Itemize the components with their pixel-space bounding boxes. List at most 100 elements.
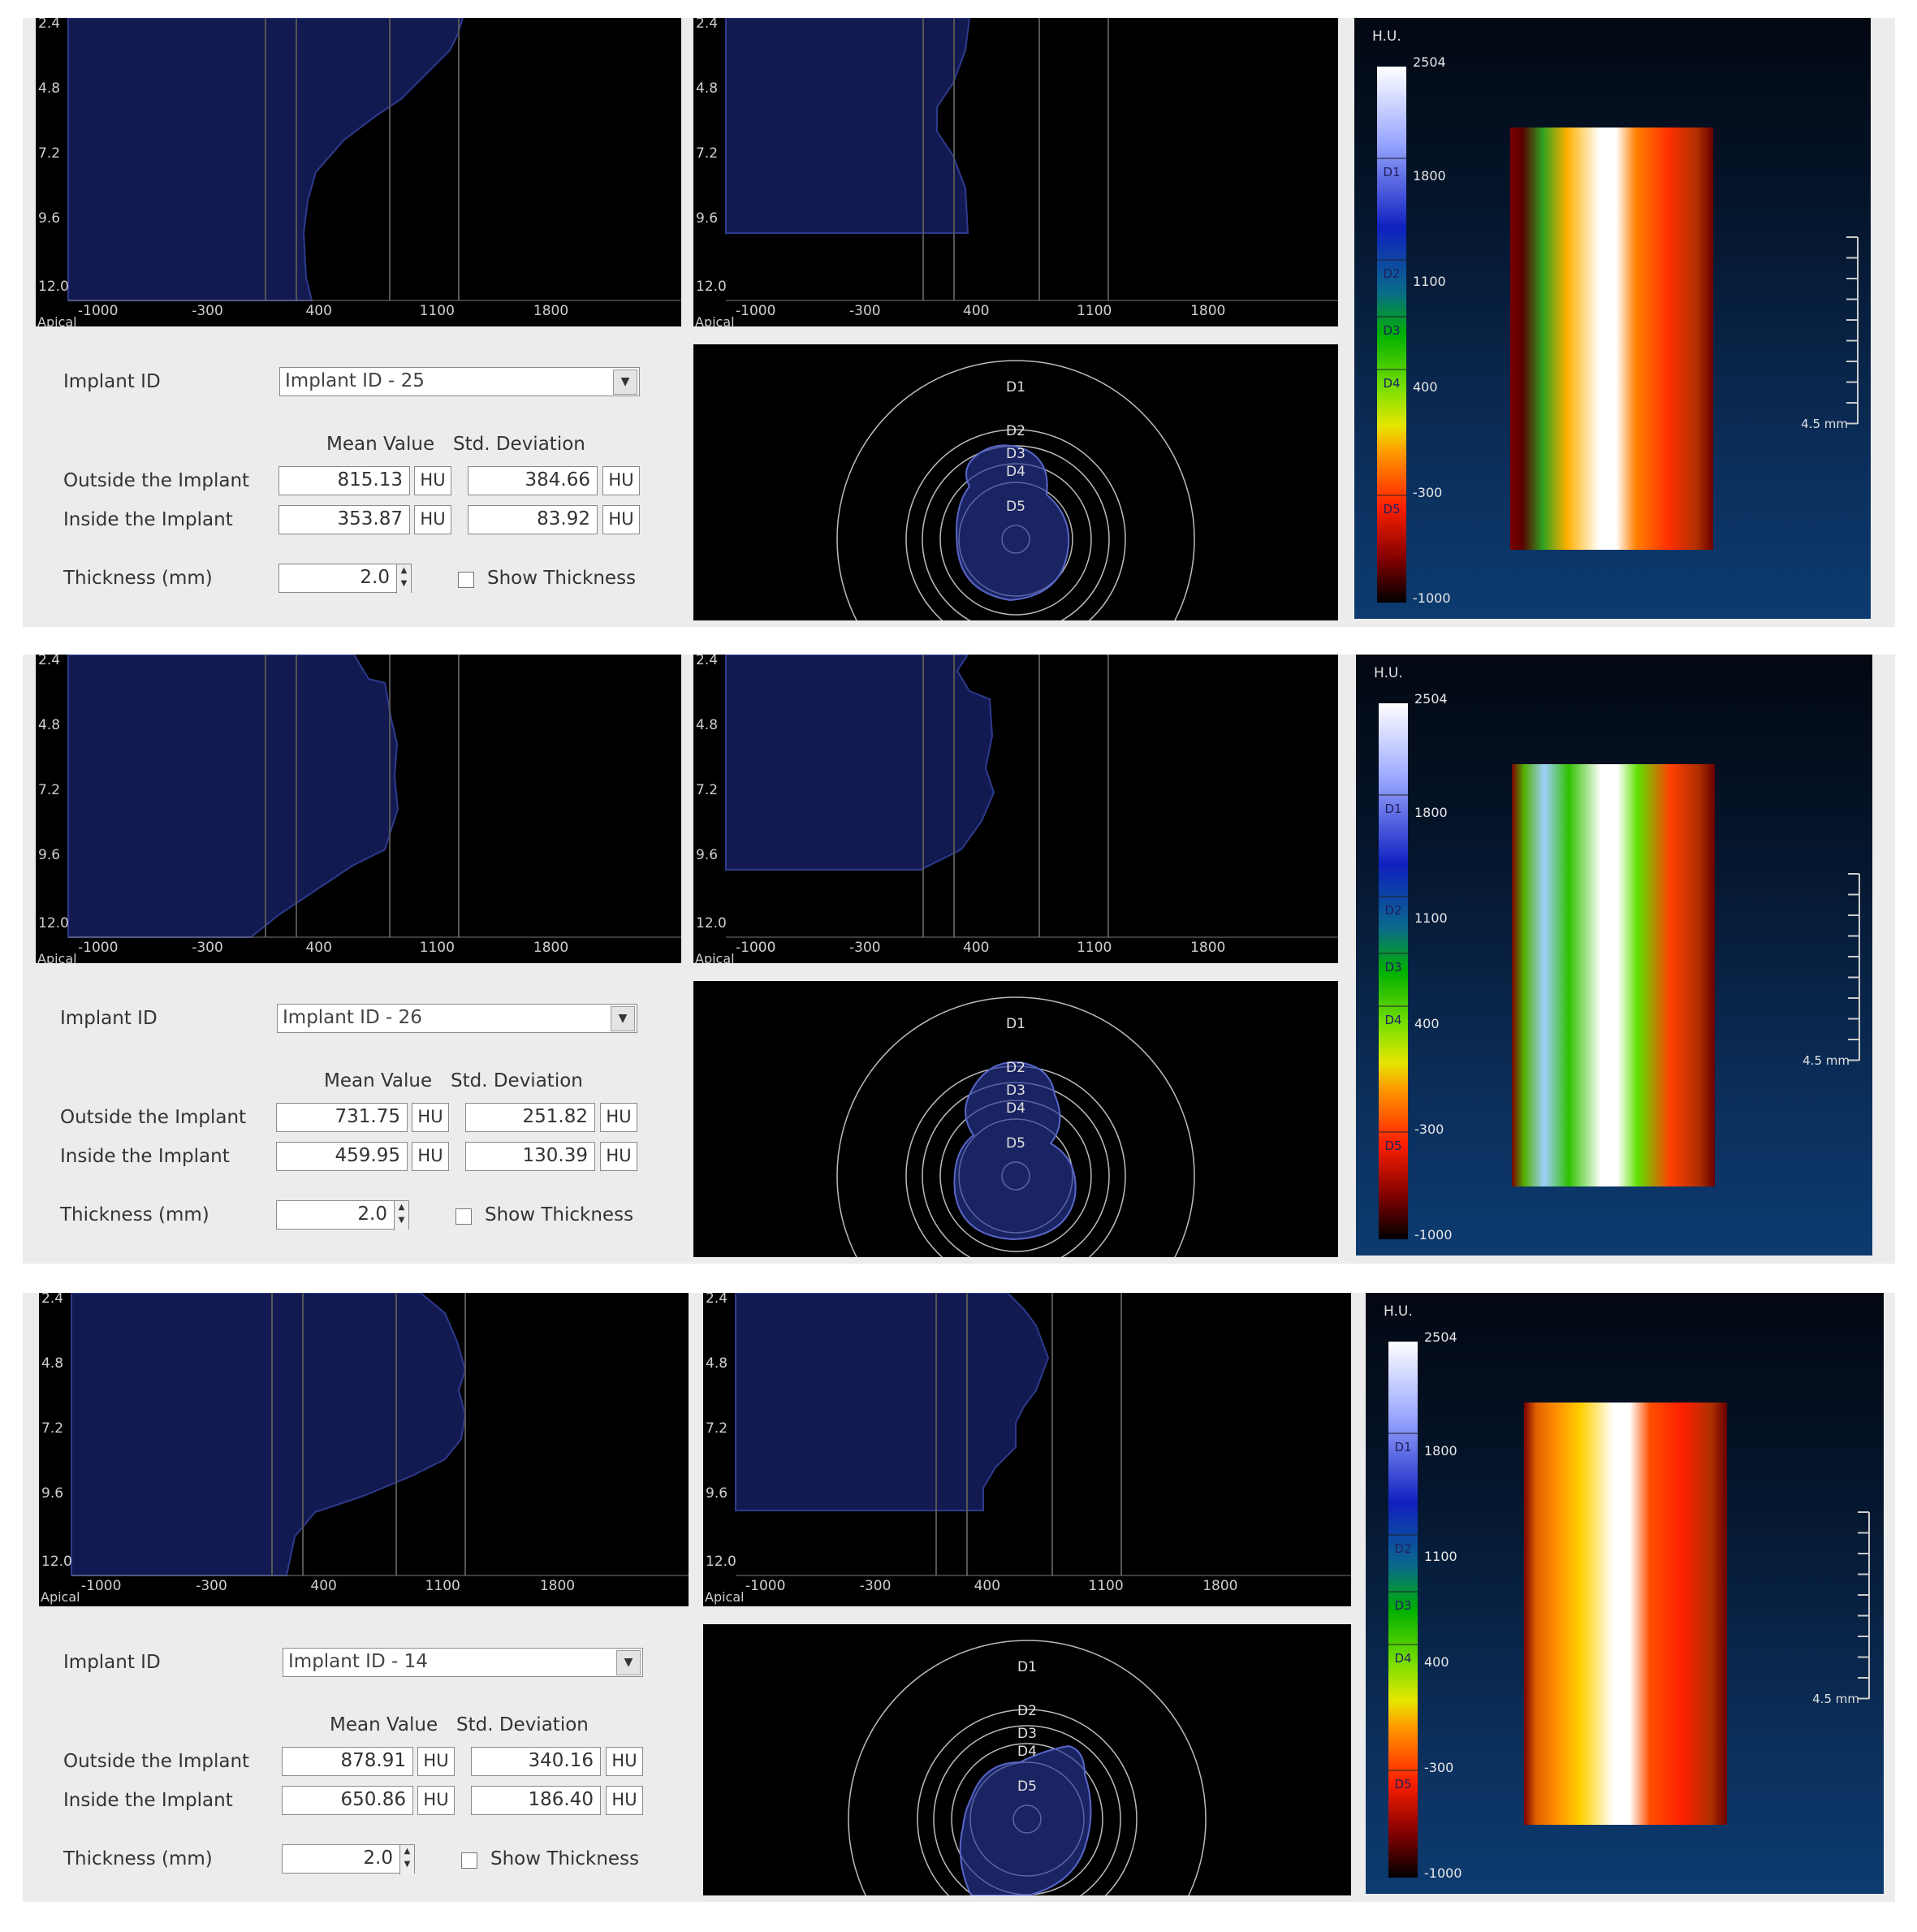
outside-density-profile — [71, 1293, 467, 1576]
inside-density-profile-plot: 2.4 4.8 7.2 9.6 12.0 -1000 -300 400 1100 1800 Apic… — [693, 18, 1338, 326]
outside-density-profile-plot: 2.4 4.8 7.2 9.6 12.0 -1000 -300 400 1100 1800 Apic… — [36, 18, 681, 326]
x-tick-label: 400 — [305, 940, 331, 956]
density-zone-label: D2 — [1017, 1703, 1037, 1719]
x-tick-label: -300 — [849, 303, 881, 319]
hu-threshold-lines — [265, 655, 460, 937]
triangle-up-icon[interactable]: ▲ — [398, 1203, 405, 1212]
y-tick-label: 9.6 — [706, 1485, 728, 1502]
std-deviation-header: Std. Deviation — [453, 434, 585, 455]
implant-id-select[interactable]: Implant ID - 26 ▼ — [277, 1004, 637, 1033]
x-tick-label: 1800 — [533, 303, 568, 319]
outside-mean-field: 878.91 — [282, 1747, 413, 1776]
density-zone-label: D4 — [1006, 1100, 1025, 1117]
x-tick-label: -300 — [192, 940, 223, 956]
density-zone-label: D3 — [1017, 1726, 1037, 1742]
outside-std-field: 384.66 — [468, 466, 598, 495]
hu-scale-value: -300 — [1414, 1122, 1444, 1137]
density-zone-label: D2 — [1006, 423, 1025, 439]
cross-section-view: D1 D2 D3 D4 D5 — [693, 344, 1338, 620]
std-deviation-header: Std. Deviation — [451, 1070, 583, 1091]
show-thickness-checkbox[interactable] — [456, 1208, 472, 1225]
x-tick-label: -1000 — [736, 940, 775, 956]
inside-density-profile — [725, 18, 971, 234]
inside-mean-field: 459.95 — [276, 1142, 408, 1171]
x-tick-label: 1100 — [420, 303, 455, 319]
y-tick-label: 4.8 — [38, 717, 60, 733]
implant-panel-2: 2.4 4.8 7.2 9.6 12.0 -1000 -300 400 1100 1800 Apic… — [23, 655, 1895, 1264]
hu-zone-label: D4 — [1384, 1013, 1401, 1027]
thickness-spinner[interactable]: 2.0 ▲ ▼ — [282, 1844, 415, 1874]
thickness-spinner[interactable]: 2.0 ▲ ▼ — [276, 1200, 409, 1230]
x-tick-label: 1100 — [425, 1578, 460, 1594]
x-tick-label: 1100 — [1088, 1578, 1123, 1594]
thickness-spinner[interactable]: 2.0 ▲ ▼ — [278, 564, 412, 594]
hu-scale-value: 400 — [1413, 379, 1438, 395]
hu-zone-label: D2 — [1384, 903, 1401, 918]
triangle-down-icon[interactable]: ▼ — [404, 1860, 411, 1869]
chevron-down-icon[interactable]: ▼ — [613, 370, 637, 395]
x-tick-label: 400 — [305, 303, 331, 319]
length-label: 4.5 mm — [1803, 1053, 1850, 1068]
y-tick-label: 12.0 — [696, 279, 727, 295]
hu-unit: HU — [606, 1786, 643, 1815]
x-tick-label: 400 — [963, 303, 989, 319]
mean-value-header: Mean Value — [330, 1714, 438, 1735]
hu-threshold-lines — [935, 1293, 1122, 1575]
hu-scale-title: H.U. — [1374, 665, 1403, 681]
hu-scale-value: 1100 — [1414, 910, 1448, 926]
x-tick-label: 1800 — [1202, 1578, 1237, 1594]
hu-threshold-lines — [271, 1293, 466, 1575]
implant-panel-1: 2.4 4.8 7.2 9.6 12.0 -1000 -300 400 1100 1800 Apic… — [23, 18, 1895, 627]
y-tick-label: 2.4 — [41, 1293, 63, 1307]
spinner-arrows[interactable]: ▲ ▼ — [399, 1845, 414, 1874]
outside-std-field: 251.82 — [465, 1103, 595, 1132]
show-thickness-label: Show Thickness — [485, 1204, 634, 1225]
mean-value-header: Mean Value — [324, 1070, 433, 1091]
y-tick-label: 12.0 — [38, 279, 69, 295]
density-zone-label: D5 — [1006, 1135, 1025, 1152]
x-tick-label: -300 — [860, 1578, 892, 1594]
hu-zone-label: D1 — [1394, 1440, 1411, 1454]
chevron-down-icon[interactable]: ▼ — [616, 1650, 641, 1675]
cross-section-view: D1 D2 D3 D4 D5 — [693, 981, 1338, 1257]
outside-implant-label: Outside the Implant — [63, 470, 250, 491]
implant-id-select[interactable]: Implant ID - 25 ▼ — [279, 367, 640, 396]
implant-id-select[interactable]: Implant ID - 14 ▼ — [283, 1648, 643, 1677]
y-tick-label: 2.4 — [696, 18, 718, 32]
triangle-up-icon[interactable]: ▲ — [400, 566, 408, 575]
y-tick-label: 4.8 — [41, 1355, 63, 1372]
mean-value-header: Mean Value — [326, 434, 435, 455]
y-tick-label: 7.2 — [696, 782, 718, 798]
spinner-arrows[interactable]: ▲ ▼ — [396, 564, 411, 594]
hu-color-scale-panel: H.U. 2504 1800 1100 400 -300 -1000 D1 D2 D3 D4 D5 4.… — [1354, 18, 1871, 619]
apical-label: Apical — [37, 314, 77, 326]
implant-density-map — [1510, 128, 1713, 550]
hu-unit: HU — [600, 1142, 637, 1171]
hu-scale-value: 2504 — [1413, 54, 1446, 70]
hu-unit: HU — [602, 505, 640, 534]
y-tick-label: 2.4 — [706, 1293, 728, 1307]
triangle-up-icon[interactable]: ▲ — [404, 1847, 411, 1856]
triangle-down-icon[interactable]: ▼ — [400, 579, 408, 588]
implant-panel-3: 2.4 4.8 7.2 9.6 12.0 -1000 -300 400 1100 1800 Apic… — [23, 1293, 1895, 1902]
spinner-arrows[interactable]: ▲ ▼ — [394, 1201, 408, 1230]
implant-density-map — [1524, 1403, 1727, 1825]
outside-implant-label: Outside the Implant — [60, 1107, 247, 1128]
y-tick-label: 4.8 — [696, 717, 718, 733]
hu-scale-value: -1000 — [1414, 1227, 1453, 1243]
y-tick-label: 2.4 — [696, 655, 718, 668]
show-thickness-checkbox[interactable] — [461, 1852, 477, 1869]
inside-density-profile — [735, 1293, 1050, 1511]
y-tick-label: 9.6 — [38, 847, 60, 863]
show-thickness-checkbox[interactable] — [458, 572, 474, 588]
hu-scale-value: -300 — [1413, 485, 1442, 500]
x-tick-label: 1800 — [540, 1578, 575, 1594]
density-zone-label: D1 — [1006, 379, 1025, 395]
triangle-down-icon[interactable]: ▼ — [398, 1216, 405, 1225]
chevron-down-icon[interactable]: ▼ — [611, 1006, 635, 1031]
inside-implant-label: Inside the Implant — [63, 509, 233, 530]
y-tick-label: 2.4 — [38, 18, 60, 32]
hu-scale-value: 400 — [1424, 1654, 1449, 1670]
hu-color-bar — [1377, 67, 1406, 603]
y-tick-label: 7.2 — [696, 145, 718, 162]
